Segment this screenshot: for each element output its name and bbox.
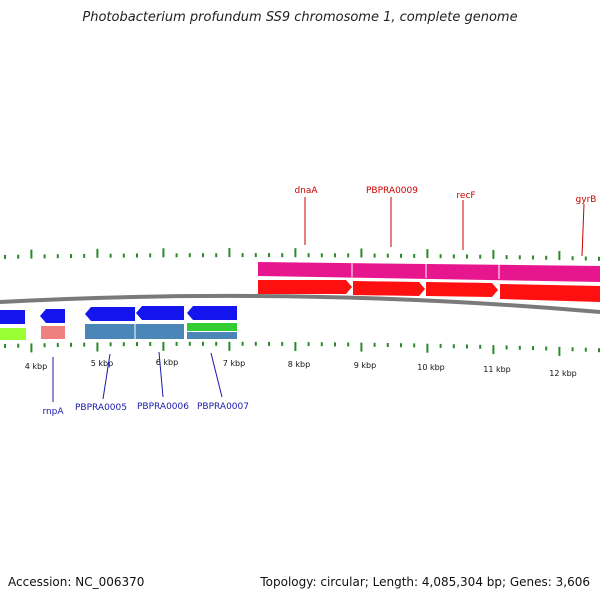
gene-arrow-PBPRA0006[interactable]: [136, 306, 184, 320]
outer-tick-marks: [4, 248, 600, 261]
chromosome-backbone: [0, 293, 600, 314]
scale-label: 8 kbp: [288, 360, 310, 369]
label-leader: [210, 352, 223, 398]
label-leader: [158, 351, 164, 398]
gene-label-gyrB[interactable]: gyrB: [576, 195, 597, 205]
gene-label-dnaA[interactable]: dnaA: [294, 186, 318, 196]
gene-arrow-recF[interactable]: [426, 282, 498, 297]
gene-label-PBPRA0006[interactable]: PBPRA0006: [137, 402, 189, 412]
scale-label: 12 kbp: [549, 369, 577, 378]
scale-label: 11 kbp: [483, 365, 511, 374]
gene-label-PBPRA0005[interactable]: PBPRA0005: [75, 403, 127, 413]
gene-arrow-PBPRA0009[interactable]: [353, 281, 425, 296]
label-leader: [102, 353, 111, 400]
scale-label: 7 kbp: [223, 359, 245, 368]
gene-label-PBPRA0009[interactable]: PBPRA0009: [366, 186, 418, 196]
rna-feature-rnpA[interactable]: [41, 326, 65, 339]
gene-arrow-PBPRA0007[interactable]: [187, 306, 237, 320]
scale-label: 6 kbp: [156, 358, 178, 367]
gene-arrow-left-partial[interactable]: [0, 310, 25, 324]
lime-feature-bar[interactable]: [0, 328, 26, 340]
reverse-gene-labels: rnpA PBPRA0005 PBPRA0006 PBPRA0007: [42, 351, 249, 417]
accession-label: Accession: NC_006370: [8, 575, 145, 589]
scale-label: 10 kbp: [417, 363, 445, 372]
gene-arrow-dnaA[interactable]: [258, 280, 352, 294]
misc-feature-bar[interactable]: [187, 323, 237, 331]
gene-arrow-PBPRA0005[interactable]: [85, 307, 135, 321]
inner-tick-marks: [4, 341, 600, 356]
reverse-cds-bar-small[interactable]: [187, 332, 237, 339]
genome-summary: Topology: circular; Length: 4,085,304 bp…: [260, 575, 590, 589]
forward-gene-labels: dnaA PBPRA0009 recF gyrB: [294, 186, 597, 257]
gene-arrow-rnpA[interactable]: [40, 309, 65, 323]
scale-label: 4 kbp: [25, 362, 47, 371]
forward-cds-bar[interactable]: [258, 262, 600, 282]
scale-label: 5 kbp: [91, 359, 113, 368]
gene-label-rnpA[interactable]: rnpA: [42, 407, 64, 417]
scale-labels: 4 kbp 5 kbp 6 kbp 7 kbp 8 kbp 9 kbp 10 k…: [25, 358, 577, 378]
gene-label-PBPRA0007[interactable]: PBPRA0007: [197, 402, 249, 412]
gene-label-recF[interactable]: recF: [456, 191, 475, 201]
gene-arrow-gyrB[interactable]: [500, 284, 600, 302]
label-leader: [581, 203, 585, 257]
scale-label: 9 kbp: [354, 361, 376, 370]
map-title: Photobacterium profundum SS9 chromosome …: [82, 10, 518, 25]
